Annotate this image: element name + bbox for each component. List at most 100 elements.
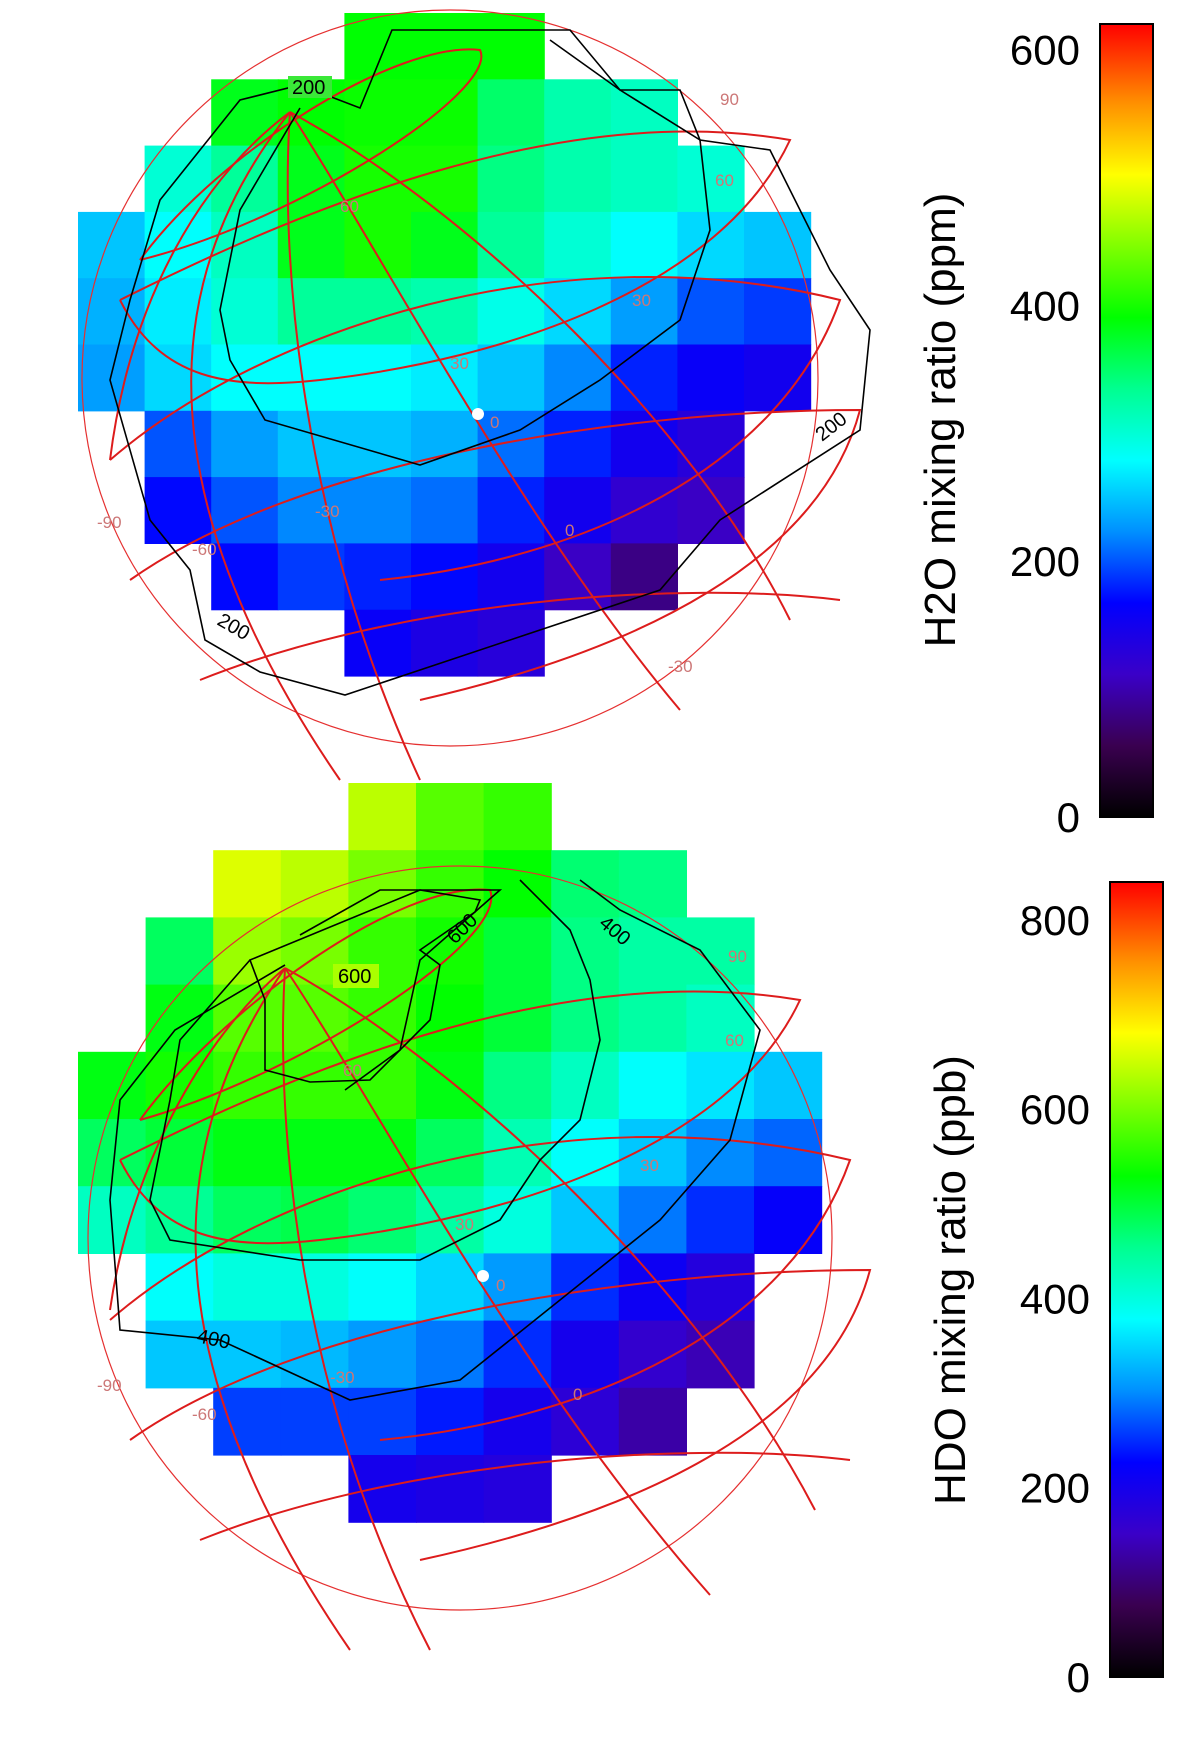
heatmap-cell — [211, 79, 279, 147]
heatmap-cell — [213, 1253, 282, 1322]
heatmap-cell — [477, 211, 545, 279]
heatmap-cell — [618, 1051, 687, 1120]
heatmap-cell — [610, 543, 678, 611]
hdo-disk-outline — [87, 865, 833, 1611]
heatmap-cell — [618, 1253, 687, 1322]
heatmap-cell — [78, 344, 146, 412]
heatmap-cell — [483, 1051, 552, 1120]
heatmap-cell — [145, 1253, 214, 1322]
grid-label: 30 — [455, 1215, 474, 1234]
hdo-heatmap-cells — [78, 783, 823, 1523]
heatmap-cell — [677, 410, 745, 478]
heatmap-cell — [78, 211, 146, 279]
heatmap-cell — [280, 1051, 349, 1120]
heatmap-cell — [411, 211, 479, 279]
heatmap-cell — [483, 984, 552, 1053]
h2o-longitude-lines — [109, 111, 791, 781]
heatmap-cell — [411, 543, 479, 611]
heatmap-cell — [416, 1387, 485, 1456]
h2o-heatmap-cells — [78, 13, 812, 677]
heatmap-cell — [483, 1119, 552, 1187]
contour-label: 200 — [292, 77, 325, 99]
hdo-grid-labels: 90 60 60 30 30 0 -30 0 -90 -60 — [97, 947, 747, 1424]
heatmap-cell — [551, 1320, 620, 1389]
colorbar-tick-label: 0 — [1067, 1654, 1090, 1701]
heatmap-cell — [686, 1186, 755, 1254]
heatmap-cell — [618, 984, 687, 1053]
heatmap-cell — [677, 145, 745, 213]
grid-label: -90 — [97, 1376, 122, 1395]
heatmap-cell — [211, 410, 279, 478]
heatmap-cell — [144, 477, 212, 544]
heatmap-cell — [213, 1119, 282, 1187]
heatmap-cell — [277, 278, 345, 346]
grid-label: 30 — [640, 1156, 659, 1175]
h2o-grid-labels: 90 60 60 30 30 0 -30 0 -90 -60 -30 — [97, 90, 739, 676]
grid-label: 0 — [496, 1276, 505, 1295]
heatmap-cell — [411, 145, 479, 213]
grid-label: 0 — [490, 413, 499, 432]
heatmap-cell — [416, 783, 485, 851]
grid-label: -30 — [330, 1368, 355, 1387]
h2o-panel: 90 60 60 30 30 0 -30 0 -90 -60 -30 200 2… — [78, 9, 1154, 841]
hdo-panel: 90 60 60 30 30 0 -30 0 -90 -60 600 600 4… — [78, 783, 1164, 1701]
heatmap-cell — [145, 1186, 214, 1254]
grid-label: 0 — [565, 521, 574, 540]
contour-label: 200 — [214, 609, 254, 645]
heatmap-cell — [551, 1051, 620, 1120]
heatmap-cell — [411, 13, 479, 80]
heatmap-cell — [211, 211, 279, 279]
heatmap-cell — [744, 344, 812, 412]
heatmap-cell — [618, 850, 687, 918]
heatmap-cell — [544, 211, 612, 279]
heatmap-cell — [618, 1186, 687, 1254]
h2o-colorbar-ticks: 0 200 400 600 — [1010, 27, 1080, 841]
heatmap-cell — [145, 1320, 214, 1389]
grid-label: -60 — [192, 1405, 217, 1424]
heatmap-cell — [344, 477, 412, 544]
heatmap-cell — [213, 1387, 282, 1456]
heatmap-cell — [544, 410, 612, 478]
heatmap-cell — [477, 543, 545, 611]
heatmap-cell — [344, 609, 412, 677]
heatmap-cell — [477, 13, 545, 80]
grid-label: 30 — [632, 291, 651, 310]
heatmap-cell — [618, 917, 687, 986]
heatmap-cell — [348, 1455, 417, 1523]
colorbar-tick-label: 400 — [1020, 1275, 1090, 1322]
heatmap-cell — [348, 1387, 417, 1456]
heatmap-cell — [544, 145, 612, 213]
heatmap-cell — [344, 145, 412, 213]
heatmap-cell — [411, 79, 479, 147]
heatmap-cell — [416, 1253, 485, 1322]
heatmap-cell — [277, 543, 345, 611]
heatmap-cell — [348, 1253, 417, 1322]
hdo-sub-observer-point — [477, 1270, 489, 1282]
heatmap-cell — [348, 783, 417, 851]
colorbar-tick-label: 200 — [1010, 538, 1080, 585]
grid-label: -30 — [668, 657, 693, 676]
heatmap-cell — [344, 344, 412, 412]
heatmap-cell — [477, 79, 545, 147]
colorbar-tick-label: 0 — [1057, 794, 1080, 841]
grid-label: 0 — [573, 1385, 582, 1404]
heatmap-cell — [416, 1119, 485, 1187]
heatmap-cell — [686, 984, 755, 1053]
heatmap-cell — [144, 145, 212, 213]
h2o-colorbar: 0 200 400 600 H2O mixing ratio (ppm) — [916, 23, 1154, 841]
heatmap-cell — [483, 1320, 552, 1389]
heatmap-cell — [754, 1186, 823, 1254]
grid-label: 60 — [715, 171, 734, 190]
heatmap-cell — [280, 1186, 349, 1254]
heatmap-cell — [213, 984, 282, 1053]
heatmap-cell — [411, 410, 479, 478]
heatmap-cell — [551, 984, 620, 1053]
heatmap-cell — [677, 278, 745, 346]
heatmap-cell — [483, 783, 552, 851]
heatmap-cell — [416, 1455, 485, 1523]
heatmap-cell — [280, 1320, 349, 1389]
heatmap-cell — [686, 1051, 755, 1120]
hdo-longitude-lines — [109, 967, 816, 1651]
heatmap-cell — [483, 1253, 552, 1322]
